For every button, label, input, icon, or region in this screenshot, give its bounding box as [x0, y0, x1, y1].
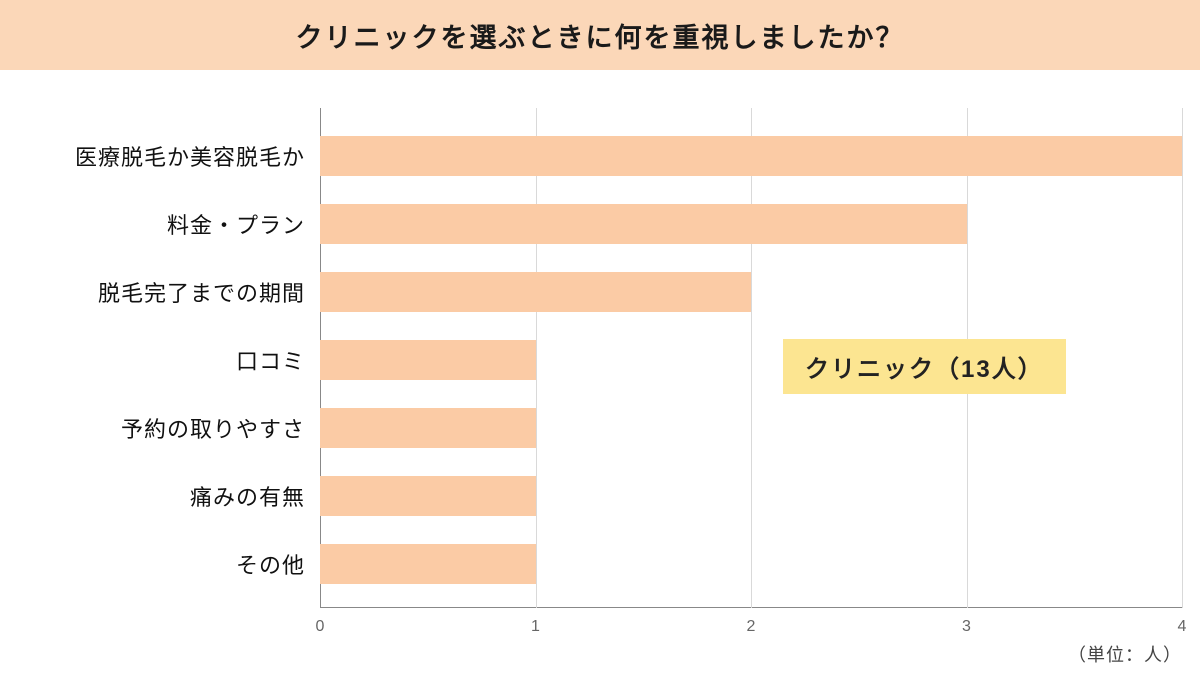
bar	[320, 476, 536, 516]
gridline	[751, 108, 752, 608]
category-label: 料金・プラン	[167, 208, 305, 240]
bar-row	[320, 544, 536, 584]
category-label: 脱毛完了までの期間	[98, 276, 305, 308]
category-label: 医療脱毛か美容脱毛か	[75, 140, 305, 172]
bar-row	[320, 204, 967, 244]
bar	[320, 408, 536, 448]
bar-row	[320, 272, 751, 312]
category-label: 痛みの有無	[190, 480, 305, 512]
bar-row	[320, 136, 1182, 176]
x-tick-label: 0	[316, 618, 325, 636]
gridline	[536, 108, 537, 608]
x-tick-label: 3	[962, 618, 971, 636]
bar	[320, 340, 536, 380]
category-label: その他	[236, 548, 305, 580]
bar	[320, 204, 967, 244]
category-label: 予約の取りやすさ	[121, 412, 305, 444]
category-label: 口コミ	[236, 344, 305, 376]
chart-title: クリニックを選ぶときに何を重視しましたか？	[296, 16, 905, 55]
bar	[320, 272, 751, 312]
bar-row	[320, 408, 536, 448]
bar-row	[320, 340, 536, 380]
x-tick-label: 1	[531, 618, 540, 636]
legend-box: クリニック（13人）	[783, 339, 1066, 394]
gridline	[1182, 108, 1183, 608]
unit-label: （単位：人）	[1068, 641, 1182, 667]
bar	[320, 136, 1182, 176]
x-tick-label: 4	[1178, 618, 1187, 636]
x-tick-label: 2	[747, 618, 756, 636]
legend-text: クリニック（13人）	[805, 356, 1044, 383]
title-bar: クリニックを選ぶときに何を重視しましたか？	[0, 0, 1200, 70]
bar	[320, 544, 536, 584]
bar-row	[320, 476, 536, 516]
